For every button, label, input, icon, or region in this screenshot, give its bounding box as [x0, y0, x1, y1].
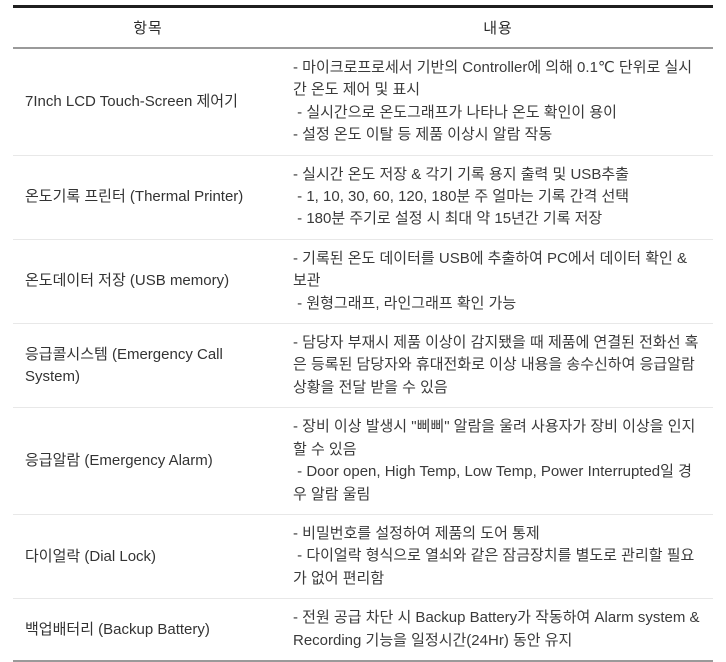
- content-cell: - 장비 이상 발생시 "삐삐" 알람을 울려 사용자가 장비 이상을 인지할 …: [293, 418, 696, 503]
- table-row: 온도기록 프린터 (Thermal Printer) - 실시간 온도 저장 &…: [13, 156, 713, 240]
- table-row: 응급알람 (Emergency Alarm) - 장비 이상 발생시 "삐삐" …: [13, 408, 713, 515]
- spec-table: 항목 내용 7Inch LCD Touch-Screen 제어기 - 마이크로프…: [13, 5, 713, 662]
- column-header-content: 내용: [483, 20, 513, 37]
- content-cell: - 실시간 온도 저장 & 각기 기록 용지 출력 및 USB추출 - 1, 1…: [293, 165, 630, 228]
- table-row: 온도데이터 저장 (USB memory) - 기록된 온도 데이터를 USB에…: [13, 240, 713, 325]
- table-row: 응급콜시스템 (Emergency Call System) - 담당자 부재시…: [13, 324, 713, 409]
- item-cell: 7Inch LCD Touch-Screen 제어기: [25, 92, 238, 110]
- content-cell: - 담당자 부재시 제품 이상이 감지됐을 때 제품에 연결된 전화선 혹은 등…: [293, 334, 699, 396]
- content-cell: - 기록된 온도 데이터를 USB에 추출하여 PC에서 데이터 확인 & 보관…: [293, 249, 687, 312]
- item-cell: 응급알람 (Emergency Alarm): [25, 452, 213, 470]
- content-cell: - 비밀번호를 설정하여 제품의 도어 통제 - 다이얼락 형식으로 열쇠와 같…: [293, 524, 695, 587]
- item-cell: 백업배터리 (Backup Battery): [25, 620, 210, 638]
- table-row: 백업배터리 (Backup Battery) - 전원 공급 차단 시 Back…: [13, 599, 713, 660]
- content-cell: - 전원 공급 차단 시 Backup Battery가 작동하여 Alarm …: [293, 609, 704, 649]
- item-cell: 응급콜시스템 (Emergency Call System): [25, 345, 223, 385]
- column-header-item: 항목: [133, 20, 163, 37]
- table-row: 7Inch LCD Touch-Screen 제어기 - 마이크로프로세서 기반…: [13, 49, 713, 156]
- item-cell: 다이얼락 (Dial Lock): [25, 547, 157, 565]
- table-row: 다이얼락 (Dial Lock) - 비밀번호를 설정하여 제품의 도어 통제 …: [13, 515, 713, 600]
- content-cell: - 마이크로프로세서 기반의 Controller에 의해 0.1℃ 단위로 실…: [293, 59, 693, 144]
- item-cell: 온도데이터 저장 (USB memory): [25, 272, 230, 290]
- table-header-row: 항목 내용: [13, 8, 713, 49]
- item-cell: 온도기록 프린터 (Thermal Printer): [25, 188, 244, 206]
